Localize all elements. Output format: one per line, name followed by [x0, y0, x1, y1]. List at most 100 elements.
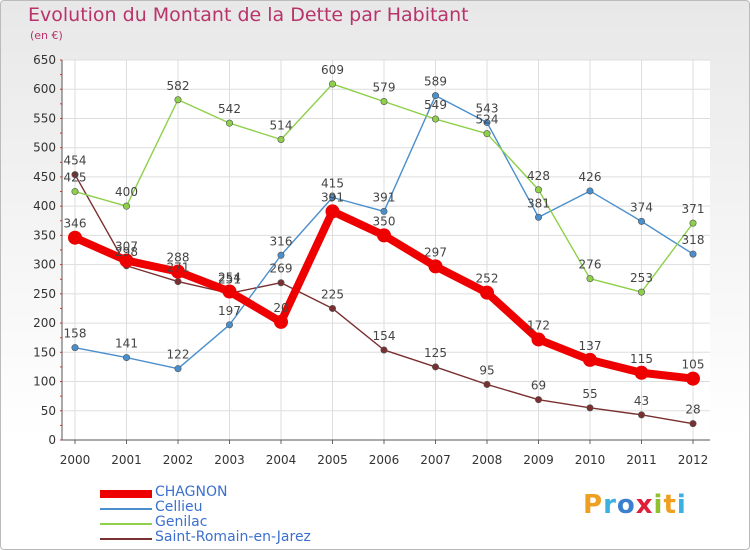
data-point [274, 314, 288, 329]
x-tick-label: 2011 [626, 453, 657, 467]
axes: 0 50 100 150 200 250 300 350 400 450 500 550 600 650 2… [33, 53, 710, 467]
y-tick-label: 350 [33, 228, 56, 242]
data-point [380, 98, 388, 106]
data-label: 454 [64, 154, 87, 168]
data-label: 172 [527, 318, 550, 332]
data-point [328, 193, 336, 201]
data-label: 307 [115, 240, 138, 254]
data-point [380, 207, 388, 215]
data-point [123, 354, 131, 362]
data-label: 543 [476, 102, 499, 116]
data-label: 589 [424, 75, 447, 89]
data-label: 253 [630, 271, 653, 285]
data-point [71, 188, 79, 196]
data-point [325, 204, 340, 219]
data-label: 269 [270, 262, 293, 276]
data-label: 105 [682, 358, 705, 372]
data-label: 425 [64, 171, 87, 185]
x-tick-label: 2009 [523, 453, 554, 467]
data-point [119, 253, 134, 268]
data-label: 350 [373, 214, 396, 228]
y-tick-label: 400 [33, 199, 56, 213]
data-point [534, 396, 542, 404]
data-point [637, 411, 645, 419]
data-point [328, 304, 336, 312]
data-point [226, 119, 234, 127]
data-point [534, 213, 542, 221]
logo-letter: t [663, 490, 677, 520]
data-point [277, 251, 285, 259]
x-tick-label: 2008 [472, 453, 503, 467]
data-point [586, 275, 594, 283]
data-point [534, 186, 542, 194]
data-label: 549 [424, 98, 447, 112]
data-label: 428 [527, 169, 550, 183]
data-point [174, 96, 182, 104]
data-label: 141 [115, 337, 138, 351]
logo-letter: i [653, 490, 664, 520]
y-tick-label: 600 [33, 82, 56, 96]
x-tick-label: 2005 [317, 453, 348, 467]
data-label: 158 [64, 327, 87, 341]
chart-title: Evolution du Montant de la Dette par Hab… [28, 4, 469, 26]
data-point [689, 250, 697, 258]
data-point [222, 284, 237, 299]
logo-letter: i [676, 490, 687, 520]
data-label: 69 [531, 379, 546, 393]
data-label: 55 [582, 387, 597, 401]
data-point [380, 346, 388, 354]
data-point [531, 332, 546, 347]
data-label: 20 [273, 301, 288, 315]
y-tick-label: 200 [33, 316, 56, 330]
data-point [586, 187, 594, 195]
data-label: 252 [476, 272, 499, 286]
data-label: 297 [424, 245, 447, 259]
x-tick-label: 2004 [266, 453, 297, 467]
data-point [431, 115, 439, 123]
series-group [68, 80, 700, 428]
data-label: 271 [167, 261, 190, 275]
data-point [428, 259, 443, 274]
y-tick-label: 250 [33, 287, 56, 301]
data-point [634, 365, 649, 380]
data-label: 154 [373, 329, 396, 343]
data-label: 391 [321, 190, 344, 204]
y-tick-label: 150 [33, 345, 56, 359]
data-point [637, 288, 645, 296]
x-tick-label: 2007 [420, 453, 451, 467]
x-tick-label: 2002 [163, 453, 194, 467]
data-label: 276 [579, 258, 602, 272]
data-label: 415 [321, 176, 344, 190]
logo-letter: o [616, 490, 636, 520]
data-labels: 346 307 288 254 20 391 350 297 252 172 137 115 105 15… [64, 63, 705, 417]
x-tick-label: 2012 [678, 453, 709, 467]
data-label: 251 [218, 272, 241, 286]
legend-swatch [100, 523, 152, 525]
data-point [431, 92, 439, 100]
data-label: 579 [373, 81, 396, 95]
unit-label: (en €) [30, 29, 63, 42]
data-point [377, 228, 391, 243]
data-label: 197 [218, 304, 241, 318]
data-label: 298 [115, 245, 138, 259]
x-tick-label: 2010 [575, 453, 606, 467]
y-tick-label: 550 [33, 111, 56, 125]
y-tick-label: 650 [33, 53, 56, 67]
logo-letter: P [583, 490, 604, 520]
data-point [123, 202, 131, 210]
data-point [328, 80, 336, 88]
x-tick-label: 2003 [214, 453, 245, 467]
data-label: 122 [167, 348, 190, 362]
y-tick-label: 50 [41, 404, 56, 418]
data-point [71, 344, 79, 352]
data-label: 125 [424, 346, 447, 360]
data-label: 400 [115, 185, 138, 199]
data-label: 346 [64, 217, 87, 231]
data-label: 524 [476, 113, 499, 127]
data-label: 381 [527, 196, 550, 210]
x-tick-label: 2001 [111, 453, 142, 467]
data-label: 28 [685, 403, 700, 417]
legend-label: Saint-Romain-en-Jarez [155, 529, 311, 545]
plot-area [62, 60, 710, 440]
